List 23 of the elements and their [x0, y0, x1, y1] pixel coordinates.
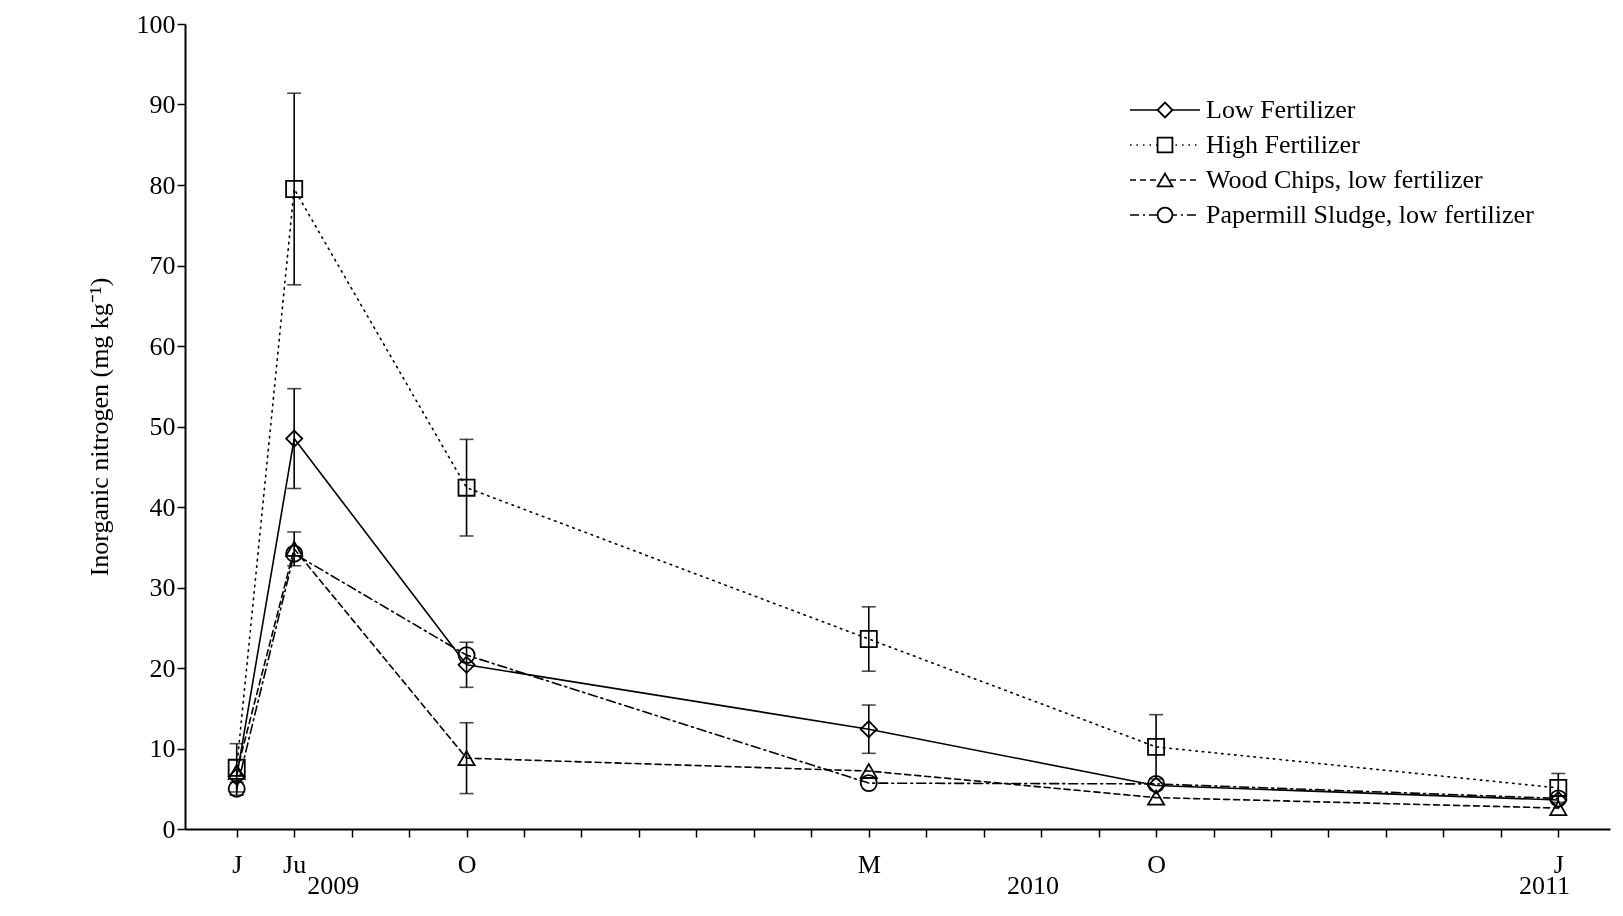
y-tick-label: 30: [149, 573, 176, 602]
x-tick-label: Ju: [283, 849, 307, 879]
legend-label: Wood Chips, low fertilizer: [1206, 165, 1483, 194]
y-tick-label: 40: [149, 492, 176, 522]
y-tick-label: 70: [149, 251, 176, 280]
y-tick-label: 50: [149, 412, 176, 441]
y-tick-label: 80: [149, 170, 176, 200]
legend-label: Papermill Sludge, low fertilizer: [1206, 200, 1535, 229]
legend-label: Low Fertilizer: [1206, 95, 1356, 124]
x-tick-label: J: [232, 849, 243, 879]
y-tick-label: 90: [149, 90, 176, 119]
y-tick-label: 10: [149, 734, 176, 763]
y-tick-label: 60: [149, 331, 176, 361]
y-tick-label: 20: [149, 653, 176, 683]
text: 2009: [307, 871, 360, 900]
x-tick-label: M: [857, 849, 881, 879]
x-tick-label: O: [457, 849, 477, 879]
x-tick-label: O: [1147, 849, 1166, 879]
y-axis-title: Inorganic nitrogen (mg kg⁻¹): [84, 277, 114, 577]
text: 2010: [1006, 871, 1059, 900]
y-tick-label: 0: [162, 814, 176, 844]
y-tick-label: 100: [136, 9, 176, 39]
legend-label: High Fertilizer: [1206, 130, 1361, 159]
